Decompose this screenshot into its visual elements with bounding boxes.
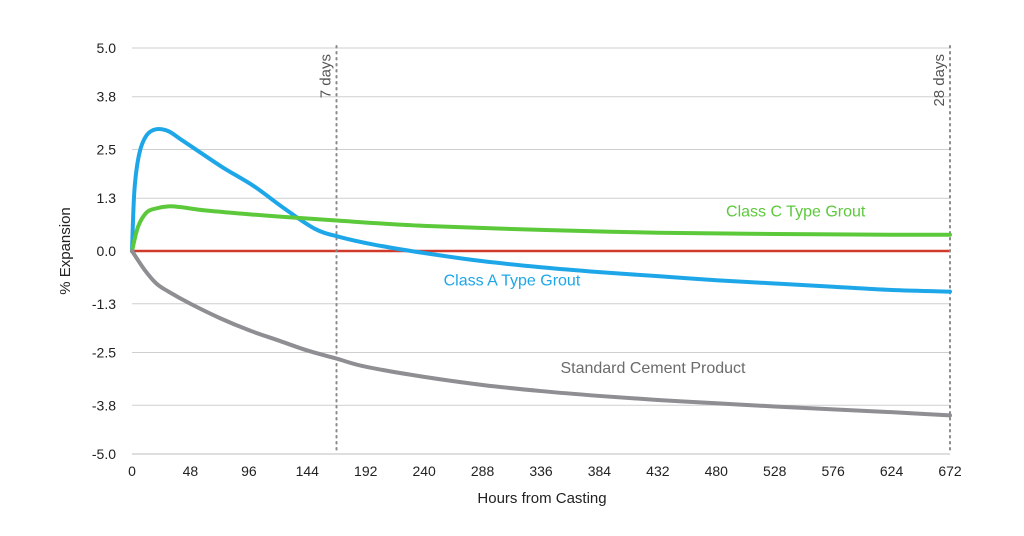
series-line-standard-cement-product xyxy=(130,249,952,418)
reference-lines: 7 days 28 days xyxy=(318,45,951,455)
annotations: Class C Type Grout Class A Type Grout Stan… xyxy=(444,203,866,376)
x-tick-label-4: 192 xyxy=(354,463,378,479)
x-tick-label-6: 288 xyxy=(471,463,495,479)
x-tick-label-1: 48 xyxy=(183,463,199,479)
label-class-a-type-grout: Class A Type Grout xyxy=(444,273,581,290)
y-tick-label-8: -5.0 xyxy=(92,446,116,462)
grid-layer xyxy=(132,47,950,455)
x-tick-label-0: 0 xyxy=(128,463,136,479)
x-tick-label-9: 432 xyxy=(646,463,670,479)
ref-label-1: 28 days xyxy=(931,54,948,107)
series-line-class-c-type-grout xyxy=(130,204,952,253)
x-tick-label-14: 672 xyxy=(938,463,962,479)
x-tick-label-7: 336 xyxy=(529,463,553,479)
y-tick-label-1: 3.8 xyxy=(97,89,117,105)
y-tick-label-2: 2.5 xyxy=(97,142,117,158)
x-tick-label-3: 144 xyxy=(296,463,320,479)
x-axis-title: Hours from Casting xyxy=(477,490,606,507)
x-tick-label-12: 576 xyxy=(821,463,845,479)
y-axis-title: % Expansion xyxy=(57,207,74,295)
y-tick-label-4: 0.0 xyxy=(97,243,117,259)
y-tick-label-0: 5.0 xyxy=(97,40,117,56)
y-tick-label-7: -3.8 xyxy=(92,397,116,413)
x-tick-label-8: 384 xyxy=(588,463,612,479)
tick-labels: 5.0 3.8 2.5 1.3 0.0 -1.3 -2.5 -3.8 -5.0 0 48 96 144 1… xyxy=(92,40,962,479)
x-tick-label-2: 96 xyxy=(241,463,257,479)
y-tick-label-3: 1.3 xyxy=(97,190,117,206)
x-tick-label-11: 528 xyxy=(763,463,787,479)
x-tick-label-13: 624 xyxy=(880,463,904,479)
series-layer xyxy=(130,126,952,418)
x-tick-label-10: 480 xyxy=(705,463,729,479)
series-line-class-a-type-grout xyxy=(130,126,952,294)
y-tick-label-5: -1.3 xyxy=(92,296,116,312)
ref-label-0: 7 days xyxy=(318,54,335,98)
y-tick-label-6: -2.5 xyxy=(92,345,116,361)
x-tick-label-5: 240 xyxy=(412,463,436,479)
label-class-c-type-grout: Class C Type Grout xyxy=(726,203,866,220)
label-standard-cement-product: Standard Cement Product xyxy=(560,360,746,377)
